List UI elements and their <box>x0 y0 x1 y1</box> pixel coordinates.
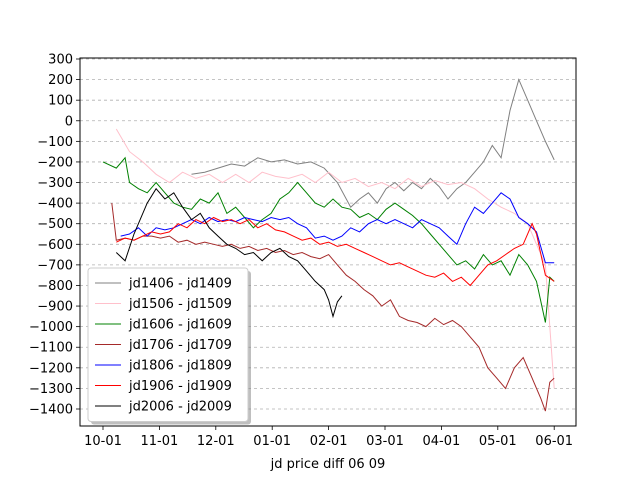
y-tick-label: −700 <box>37 258 73 273</box>
series-line <box>120 192 555 264</box>
series-line <box>191 78 555 209</box>
y-axis: 300 200 100 0 −100 −200 −300 −400 −500 −600 −700 −8… <box>29 53 80 418</box>
legend-box <box>87 267 249 422</box>
x-tick-label: 01-01 <box>253 434 291 449</box>
x-tick-label: 02-01 <box>310 434 348 449</box>
series-line <box>115 128 555 389</box>
y-tick-label: −900 <box>37 300 73 315</box>
y-tick-label: −400 <box>37 197 73 212</box>
x-tick-label: 12-01 <box>197 434 235 449</box>
series-line <box>102 156 555 323</box>
y-tick-label: −1000 <box>29 320 73 335</box>
y-tick-label: −1200 <box>29 361 73 376</box>
legend-label: jd1806 - jd1809 <box>128 359 232 374</box>
legend-label: jd1906 - jd1909 <box>128 379 232 394</box>
legend: jd1406 - jd1409 jd1506 - jd1509 jd1606 - j… <box>87 267 251 425</box>
x-tick-label: 06-01 <box>535 434 573 449</box>
y-tick-label: −500 <box>37 217 73 232</box>
y-tick-label: −1300 <box>29 382 73 397</box>
x-tick-label: 10-01 <box>84 434 122 449</box>
y-tick-label: −300 <box>37 176 73 191</box>
y-tick-label: −100 <box>37 135 73 150</box>
x-tick-label: 03-01 <box>366 434 404 449</box>
legend-label: jd1606 - jd1609 <box>128 318 232 333</box>
x-tick-label: 05-01 <box>479 434 517 449</box>
y-tick-label: 200 <box>48 73 73 88</box>
x-tick-label: 04-01 <box>423 434 461 449</box>
y-tick-label: 0 <box>65 114 73 129</box>
y-tick-label: −600 <box>37 238 73 253</box>
series-line <box>115 187 343 319</box>
legend-label: jd1406 - jd1409 <box>128 277 232 292</box>
y-tick-label: −1100 <box>29 341 73 356</box>
y-tick-label: −1400 <box>29 403 73 418</box>
series-line <box>111 203 555 412</box>
legend-label: jd1706 - jd1709 <box>128 338 232 353</box>
series-line <box>116 216 555 287</box>
series-lines <box>102 78 555 412</box>
y-tick-label: 300 <box>48 53 73 68</box>
legend-label: jd1506 - jd1509 <box>128 297 232 312</box>
y-tick-label: −200 <box>37 155 73 170</box>
y-tick-label: −800 <box>37 279 73 294</box>
x-tick-label: 11-01 <box>141 434 179 449</box>
x-axis: 10-01 11-01 12-01 01-01 02-01 03-01 04-01 05-01… <box>84 426 573 449</box>
legend-label: jd2006 - jd2009 <box>128 400 232 415</box>
plot-frame <box>79 57 577 427</box>
x-axis-label: jd price diff 06 09 <box>270 457 386 472</box>
y-tick-label: 100 <box>48 94 73 109</box>
